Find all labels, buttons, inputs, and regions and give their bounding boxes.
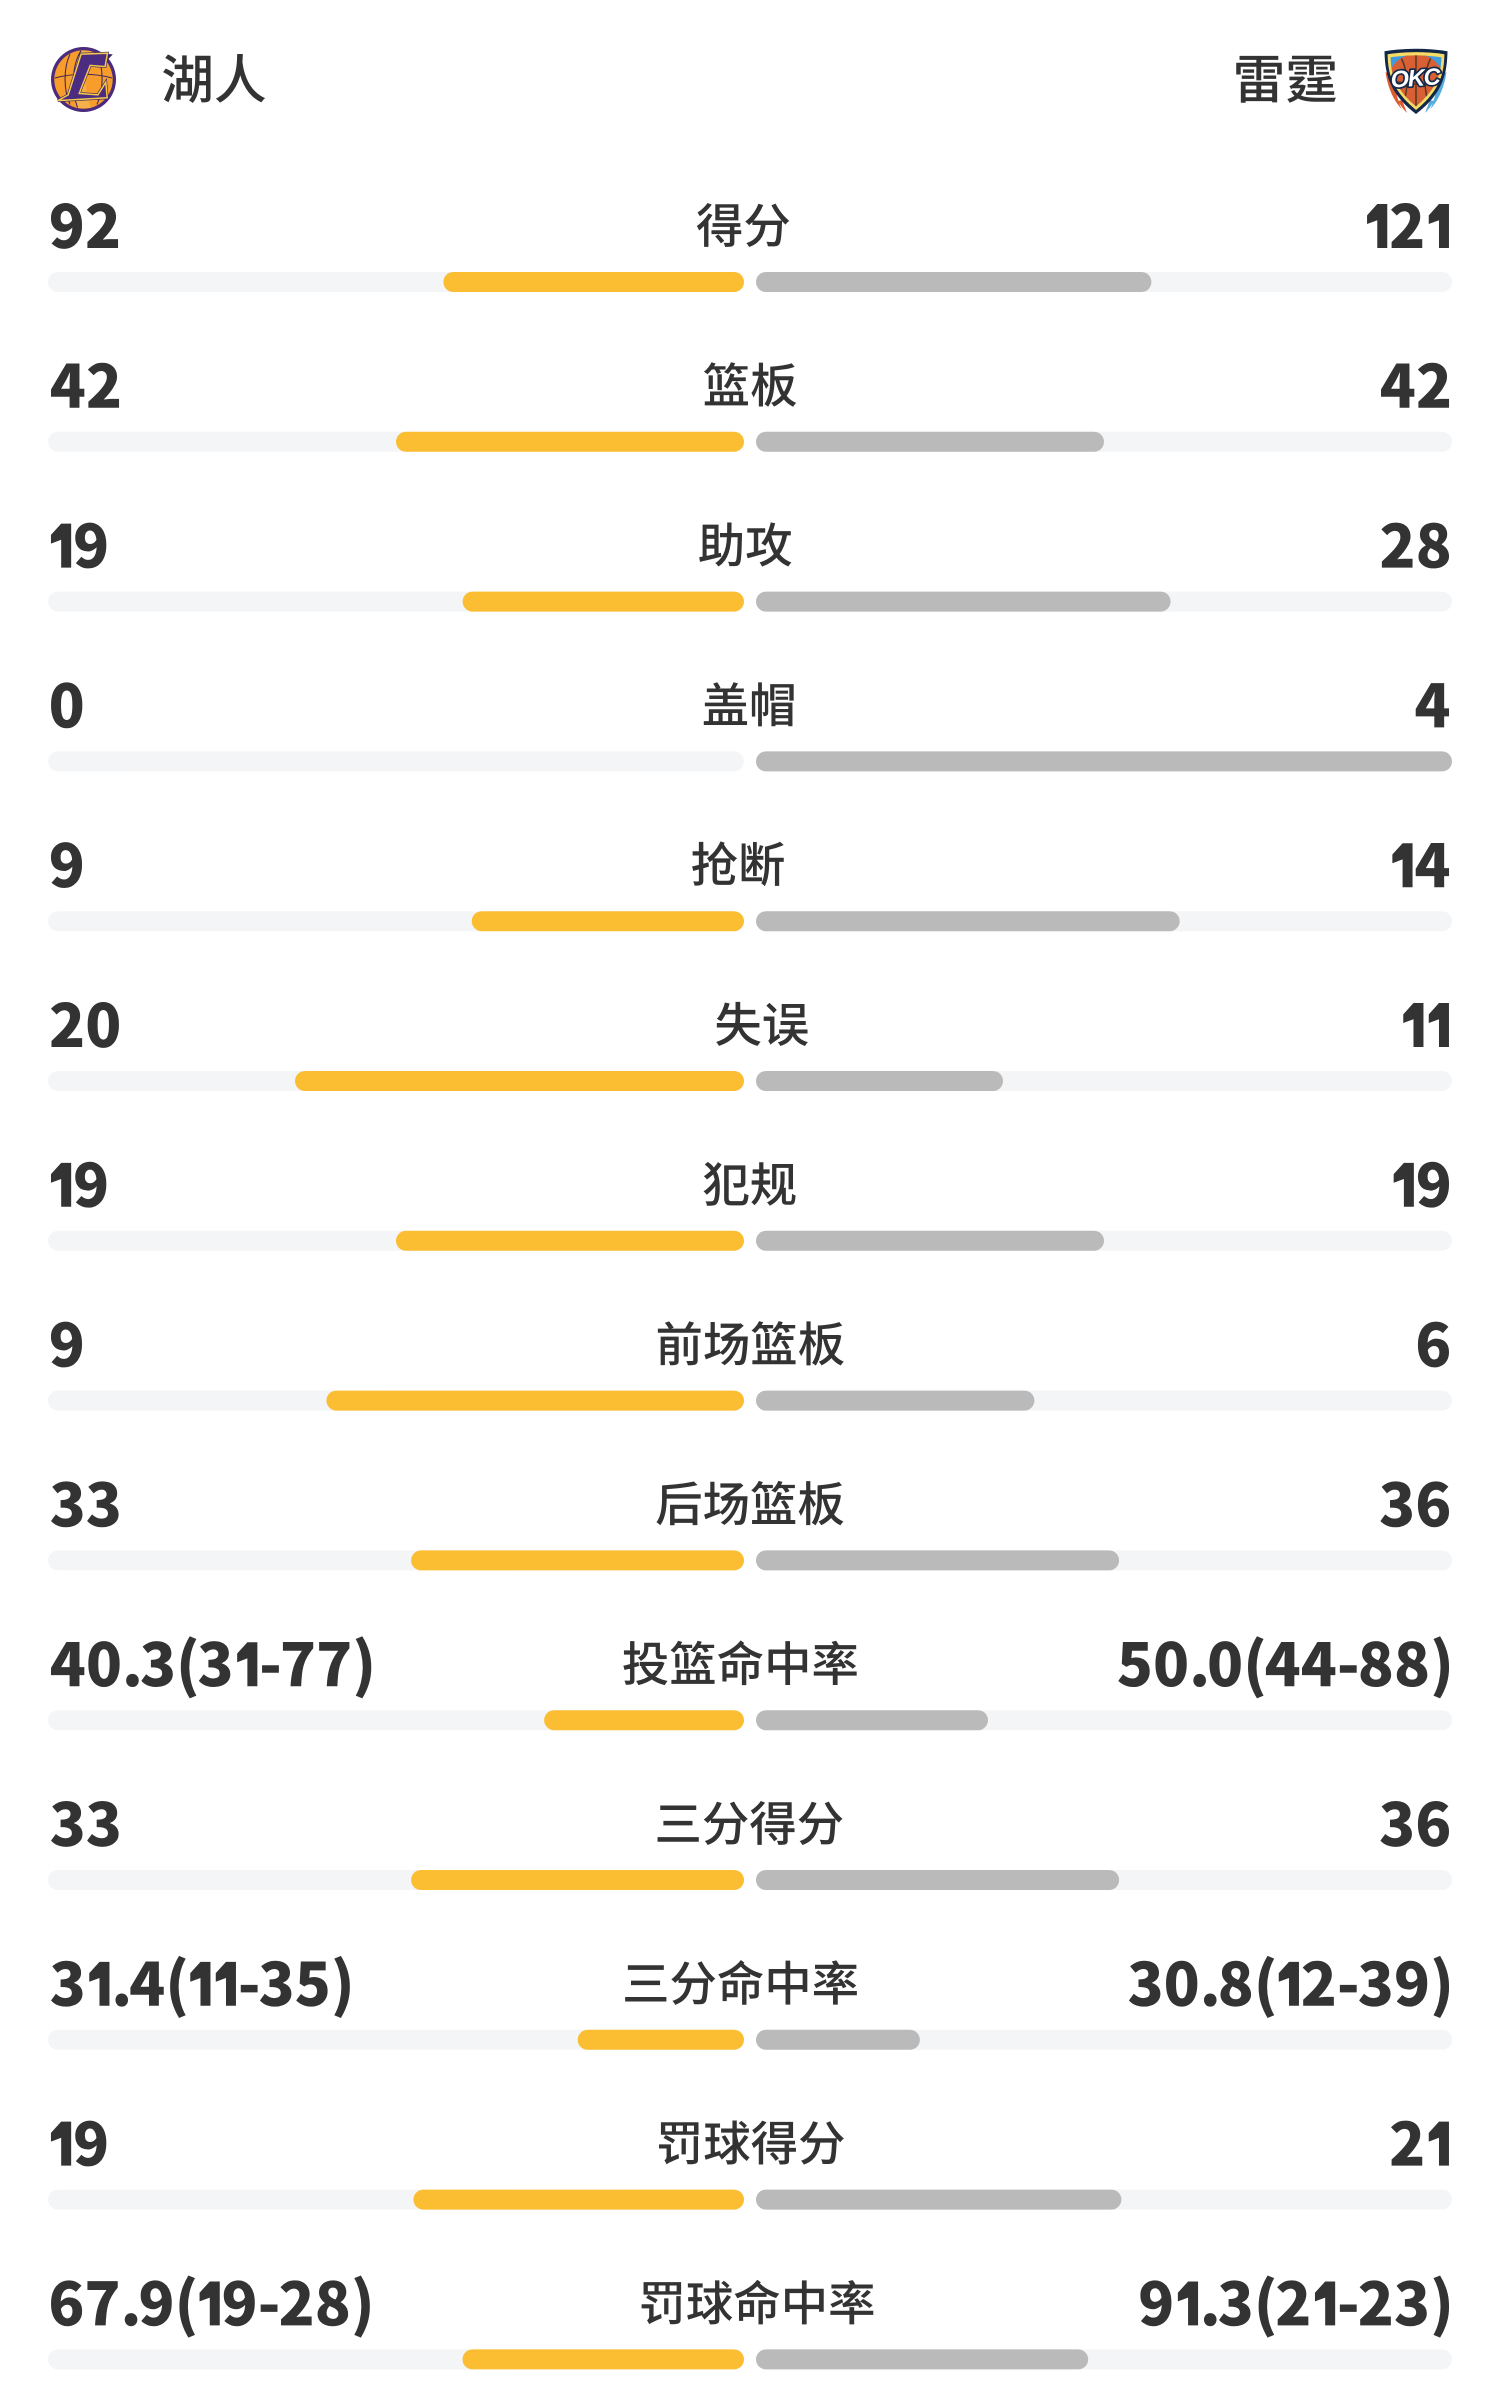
svg-text:OKC: OKC (1390, 63, 1443, 92)
